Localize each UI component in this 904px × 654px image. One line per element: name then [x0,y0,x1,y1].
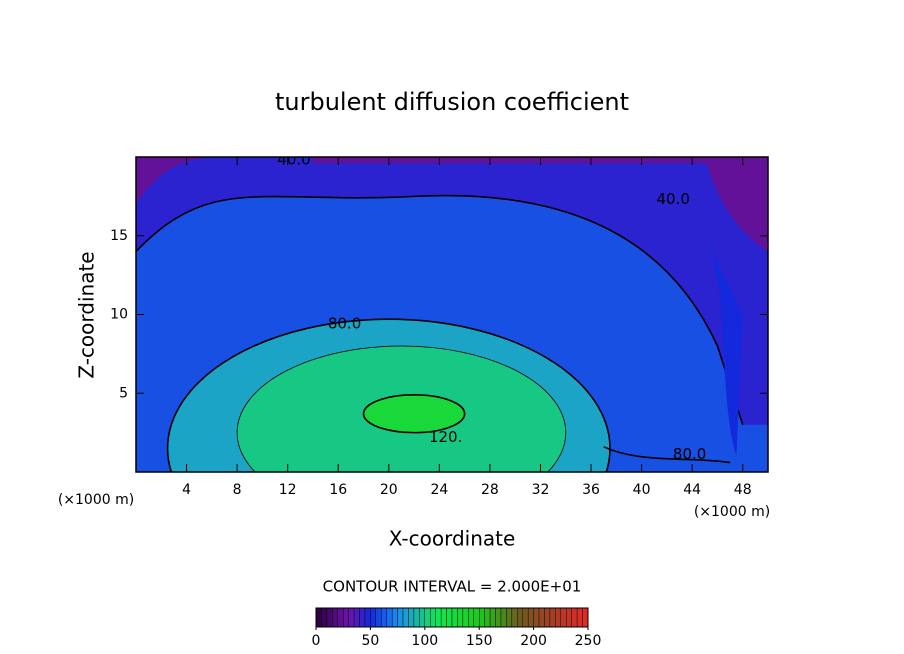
colorbar-cell [506,607,513,628]
y-tick-label: 15 [110,228,128,244]
x-tick-label: 20 [380,482,398,498]
contour-label: 120. [429,428,462,446]
colorbar-cell [375,607,382,628]
colorbar-cell [343,607,349,628]
contour-label: 40.0 [277,151,310,169]
contour-region [363,394,465,433]
colorbar-cell [391,607,398,628]
contour-region [704,235,743,457]
x-tick-label: 8 [233,482,242,498]
colorbar-cell [560,607,567,628]
colorbar-cell [451,607,458,628]
colorbar-cell [332,607,338,628]
colorbar-cell [359,607,366,628]
colorbar-cell [326,607,333,628]
contour-line [136,194,744,425]
colorbar-cell [517,607,523,628]
x-axis-label: X-coordinate [389,527,516,551]
colorbar-cell [424,607,431,628]
x-tick-label: 44 [683,482,701,498]
colorbar-cell [544,607,551,628]
colorbar-cell [408,607,415,628]
colorbar-cell [527,607,534,628]
contour-field: 40.0 40.0 80.0 120. 80.0 [136,151,768,472]
colorbar-cell [446,607,453,628]
x-tick-label: 4 [182,482,191,498]
colorbar-tick-label: 50 [361,633,379,649]
colorbar-cell [462,607,469,628]
colorbar-tick-label: 100 [411,633,438,649]
colorbar-cell [495,607,502,628]
colorbar-tick-label: 0 [312,633,321,649]
colorbar-cell [479,607,485,628]
colorbar-cell [321,607,328,628]
x-tick-label: 32 [532,482,550,498]
colorbar-cell [522,607,529,628]
colorbar-cell [348,607,355,628]
colorbar-cell [538,607,545,628]
colorbar-cell [549,607,556,628]
x-tick-label: 40 [633,482,651,498]
contour-label: 80.0 [673,445,706,463]
colorbar-cell [468,607,474,628]
colorbar-cell [381,607,387,628]
colorbar-cell [457,607,464,628]
x-tick-label: 28 [481,482,499,498]
contour-line [236,345,567,472]
colorbar-tick-label: 250 [575,633,602,649]
colorbar-cell [402,607,409,628]
y-unit-label: (×1000 m) [58,492,134,508]
colorbar-tick-label: 150 [466,633,493,649]
contour-label: 40.0 [656,190,689,208]
colorbar-cell [484,607,491,628]
colorbar-cell [555,607,561,628]
x-tick-label: 12 [279,482,297,498]
colorbar-cell [364,607,371,628]
colorbar-cell [489,607,496,628]
colorbar-cell [386,607,393,628]
colorbar-cell [315,607,322,628]
colorbar-cell [500,607,507,628]
x-unit-label: (×1000 m) [694,504,770,520]
y-tick-label: 10 [110,307,128,323]
colorbar-cell [419,607,425,628]
colorbar-cell [435,607,442,628]
colorbar-cell [566,607,572,628]
x-tick-label: 48 [734,482,752,498]
contour-region [136,157,768,425]
contour-interval: CONTOUR INTERVAL = 2.000E+01 [323,578,582,596]
colorbar-cell [576,607,583,628]
colorbar-cell [337,607,344,628]
colorbar-cell [473,607,480,628]
x-tick-label: 16 [329,482,347,498]
colorbar-cell [430,607,436,628]
colorbar-cell [397,607,404,628]
colorbar-cell [353,607,360,628]
contour-line [166,318,611,472]
y-axis-label: Z-coordinate [75,251,99,378]
chart-title: turbulent diffusion coefficient [275,88,629,116]
contour-line [603,446,731,464]
colorbar-cell [533,607,540,628]
colorbar-frame [315,607,589,628]
x-tick-label: 36 [582,482,600,498]
colorbar-cell [511,607,518,628]
colorbar-cell [413,607,420,628]
colorbar-cell [571,607,578,628]
colorbar-cell [582,607,589,628]
contour-label: 80.0 [328,314,361,332]
colorbar-cell [440,607,447,628]
contour-line [362,394,466,434]
colorbar-cell [370,607,377,628]
y-tick-label: 5 [119,385,128,401]
colorbar-tick-label: 200 [520,633,547,649]
x-tick-label: 24 [430,482,448,498]
